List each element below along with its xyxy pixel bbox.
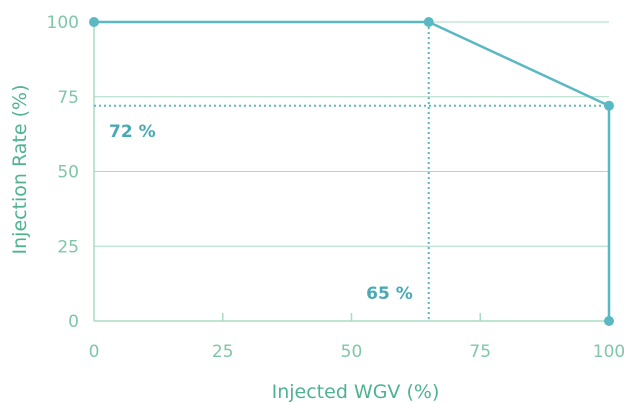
data-point-2 <box>604 100 614 111</box>
y-tick-label-100: 100 <box>47 13 79 33</box>
annotation-y-72: 72 % <box>109 122 156 142</box>
reference-lines: 65 % 72 % <box>94 22 609 321</box>
y-tick-label-0: 0 <box>68 312 79 332</box>
x-tick-label-0: 0 <box>89 342 100 362</box>
y-tick-label-75: 75 <box>57 88 79 108</box>
annotation-x-65: 65 % <box>366 284 413 304</box>
tick-labels: 0 25 50 75 100 0 25 50 75 100 <box>47 13 624 362</box>
x-tick-label-25: 25 <box>212 342 234 362</box>
y-axis-title: Injection Rate (%) <box>9 85 31 255</box>
data-point-3 <box>604 316 614 326</box>
y-tick-label-50: 50 <box>57 163 79 183</box>
x-tick-label-75: 75 <box>469 342 491 362</box>
axes <box>93 22 609 322</box>
y-tick-label-25: 25 <box>57 237 79 257</box>
series-line <box>94 20 611 321</box>
x-tick-label-100: 100 <box>593 342 624 362</box>
data-point-1 <box>423 17 434 27</box>
x-tick-label-50: 50 <box>341 342 363 362</box>
series <box>89 17 614 326</box>
gridlines <box>94 21 609 247</box>
data-point-0 <box>89 17 99 27</box>
x-axis-title: Injected WGV (%) <box>272 381 440 403</box>
